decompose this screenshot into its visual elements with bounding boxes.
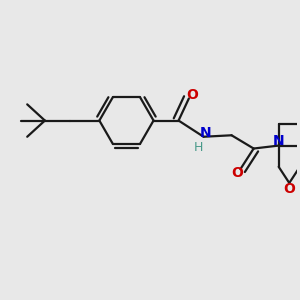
Text: O: O bbox=[187, 88, 198, 102]
Text: O: O bbox=[283, 182, 295, 196]
Text: N: N bbox=[200, 126, 211, 140]
Text: O: O bbox=[231, 166, 243, 180]
Text: H: H bbox=[194, 141, 203, 154]
Text: N: N bbox=[273, 134, 284, 148]
